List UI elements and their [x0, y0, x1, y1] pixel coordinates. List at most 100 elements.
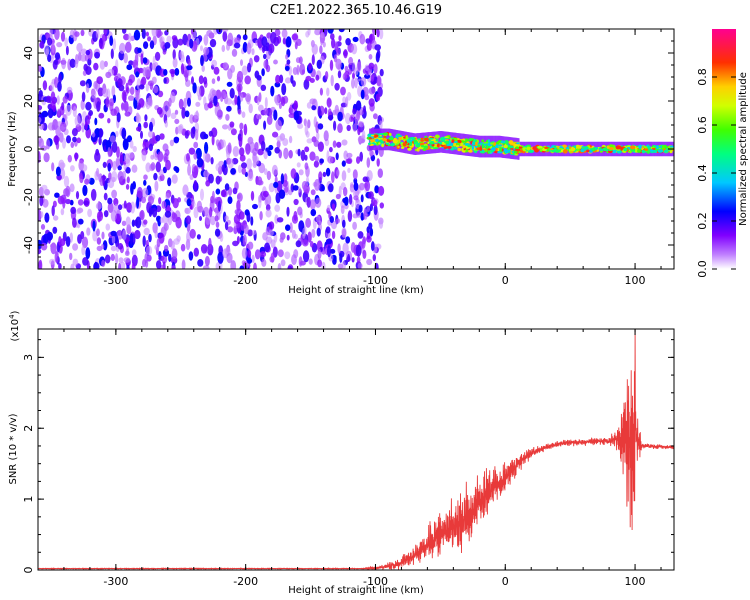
heatmap-cell: [182, 33, 188, 46]
heatmap-cell: [307, 231, 312, 243]
heatmap-cell: [342, 73, 347, 81]
heatmap-cell: [250, 216, 254, 226]
heatmap-cell: [204, 141, 209, 154]
heatmap-cell: [67, 154, 73, 163]
heatmap-cell: [262, 190, 269, 198]
heatmap-cell: [276, 180, 283, 193]
colorbar-tick-label: 0.0: [696, 260, 709, 278]
heatmap-cell: [353, 195, 359, 201]
heatmap-cell: [145, 31, 149, 37]
heatmap-cell: [79, 80, 86, 87]
heatmap-cell: [333, 255, 337, 262]
x-tick-label: -300: [103, 274, 128, 287]
heatmap-cell: [284, 251, 291, 260]
heatmap-cell: [99, 128, 103, 138]
heatmap-cell: [288, 149, 293, 159]
heatmap-cell: [286, 59, 291, 65]
heatmap-cell: [337, 123, 343, 134]
heatmap-cell: [141, 29, 146, 39]
heatmap-cell: [84, 121, 88, 131]
heatmap-cell: [202, 265, 210, 269]
heatmap-cell: [498, 144, 503, 147]
heatmap-cell: [565, 147, 570, 150]
heatmap-cell: [65, 45, 69, 56]
heatmap-cell: [277, 263, 282, 269]
heatmap-cell: [637, 148, 642, 153]
heatmap-cell: [316, 131, 320, 141]
heatmap-cell: [170, 112, 177, 120]
heatmap-cell: [69, 232, 74, 243]
heatmap-cell: [253, 55, 260, 63]
heatmap-cell: [276, 135, 283, 142]
heatmap-cell: [250, 190, 255, 201]
heatmap-cell: [429, 141, 434, 145]
heatmap-cell: [144, 66, 151, 78]
heatmap-cell: [164, 149, 170, 157]
snr-scale-prefix: (x10: [10, 319, 21, 342]
heatmap-cell: [435, 139, 439, 142]
heatmap-cell: [78, 218, 84, 225]
heatmap-cell: [132, 145, 137, 153]
heatmap-cell: [240, 222, 245, 231]
heatmap-cell: [341, 139, 348, 146]
heatmap-cell: [64, 37, 68, 47]
heatmap-cell: [233, 214, 241, 225]
heatmap-cell: [195, 128, 199, 141]
heatmap-cell: [428, 137, 434, 140]
heatmap-cell: [257, 180, 264, 186]
heatmap-cell: [310, 189, 316, 196]
heatmap-cell: [199, 216, 202, 221]
heatmap-cell: [356, 211, 362, 218]
heatmap-cell: [123, 101, 129, 113]
heatmap-cell: [273, 59, 278, 65]
heatmap-cell: [203, 76, 208, 85]
heatmap-cell: [263, 53, 267, 60]
x-tick-label: -100: [363, 575, 388, 588]
heatmap-cell: [174, 118, 180, 125]
heatmap-cell: [363, 105, 366, 114]
heatmap-cell: [490, 142, 494, 145]
heatmap-cell: [342, 219, 346, 228]
heatmap-cell: [226, 252, 233, 264]
heatmap-cell: [80, 54, 87, 62]
heatmap-cell: [602, 147, 608, 152]
heatmap-cell: [268, 144, 274, 151]
heatmap-cell: [65, 185, 71, 198]
heatmap-cell: [187, 164, 192, 176]
heatmap-cell: [55, 125, 61, 137]
heatmap-cell: [183, 97, 187, 109]
heatmap-cell: [368, 98, 375, 107]
heatmap-cell: [286, 206, 290, 217]
heatmap-cell: [193, 165, 199, 176]
heatmap-cell: [623, 147, 628, 152]
heatmap-cell: [324, 107, 328, 115]
heatmap-cell: [234, 37, 241, 44]
heatmap-cell: [162, 49, 167, 55]
heatmap-cell: [126, 64, 133, 71]
heatmap-cell: [86, 227, 91, 236]
heatmap-cell: [188, 251, 194, 261]
heatmap-cell: [256, 75, 262, 81]
heatmap-cell: [123, 153, 131, 165]
heatmap-cell: [288, 135, 293, 144]
heatmap-cell: [278, 189, 286, 199]
heatmap-cell: [316, 215, 321, 223]
heatmap-cell: [347, 167, 351, 173]
heatmap-cell: [344, 112, 351, 125]
heatmap-cell: [164, 210, 172, 218]
heatmap-cell: [303, 79, 310, 90]
heatmap-cell: [370, 134, 375, 137]
heatmap-cell: [82, 257, 89, 266]
heatmap-cell: [335, 47, 341, 56]
heatmap-cell: [339, 253, 343, 263]
heatmap-cell: [139, 209, 145, 221]
heatmap-cell: [296, 64, 300, 76]
heatmap-cell: [311, 43, 318, 55]
heatmap-cell: [317, 141, 324, 152]
heatmap-cell: [442, 145, 448, 148]
heatmap-cell: [265, 204, 271, 211]
heatmap-cell: [406, 138, 411, 143]
heatmap-cell: [352, 72, 355, 80]
heatmap-cell: [232, 240, 239, 247]
